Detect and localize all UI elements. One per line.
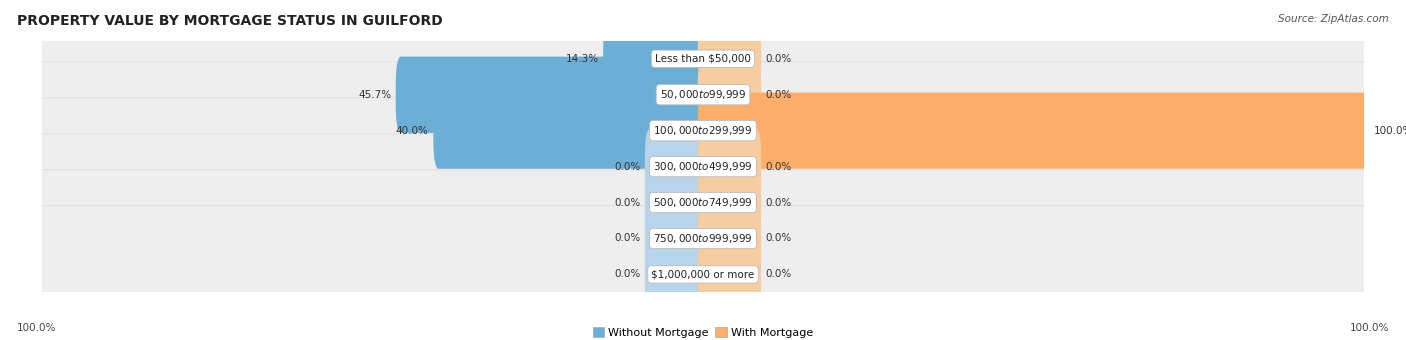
Text: 0.0%: 0.0% [766,269,792,279]
FancyBboxPatch shape [395,57,709,133]
FancyBboxPatch shape [697,57,761,133]
FancyBboxPatch shape [697,200,761,276]
FancyBboxPatch shape [645,129,709,205]
Text: 0.0%: 0.0% [766,90,792,100]
Text: 0.0%: 0.0% [614,269,640,279]
FancyBboxPatch shape [20,206,1386,340]
Text: Source: ZipAtlas.com: Source: ZipAtlas.com [1278,14,1389,23]
Text: $1,000,000 or more: $1,000,000 or more [651,269,755,279]
Legend: Without Mortgage, With Mortgage: Without Mortgage, With Mortgage [588,323,818,340]
FancyBboxPatch shape [603,21,709,97]
FancyBboxPatch shape [697,236,761,312]
Text: $500,000 to $749,999: $500,000 to $749,999 [654,196,752,209]
FancyBboxPatch shape [645,236,709,312]
FancyBboxPatch shape [645,200,709,276]
Text: 100.0%: 100.0% [17,323,56,333]
FancyBboxPatch shape [20,0,1386,128]
FancyBboxPatch shape [20,98,1386,235]
FancyBboxPatch shape [697,129,761,205]
Text: 45.7%: 45.7% [359,90,391,100]
Text: 14.3%: 14.3% [565,54,599,64]
Text: 100.0%: 100.0% [1374,126,1406,136]
FancyBboxPatch shape [697,92,1369,169]
Text: 0.0%: 0.0% [766,54,792,64]
FancyBboxPatch shape [697,165,761,241]
FancyBboxPatch shape [433,92,709,169]
FancyBboxPatch shape [645,165,709,241]
FancyBboxPatch shape [20,170,1386,307]
Text: 40.0%: 40.0% [396,126,429,136]
FancyBboxPatch shape [20,134,1386,271]
FancyBboxPatch shape [20,26,1386,163]
Text: Less than $50,000: Less than $50,000 [655,54,751,64]
Text: 0.0%: 0.0% [766,234,792,243]
Text: $100,000 to $299,999: $100,000 to $299,999 [654,124,752,137]
Text: 0.0%: 0.0% [766,198,792,207]
Text: $50,000 to $99,999: $50,000 to $99,999 [659,88,747,101]
Text: $300,000 to $499,999: $300,000 to $499,999 [654,160,752,173]
Text: 0.0%: 0.0% [766,162,792,172]
Text: $750,000 to $999,999: $750,000 to $999,999 [654,232,752,245]
Text: 0.0%: 0.0% [614,162,640,172]
Text: 100.0%: 100.0% [1350,323,1389,333]
FancyBboxPatch shape [20,62,1386,199]
Text: 0.0%: 0.0% [614,234,640,243]
Text: 0.0%: 0.0% [614,198,640,207]
FancyBboxPatch shape [697,21,761,97]
Text: PROPERTY VALUE BY MORTGAGE STATUS IN GUILFORD: PROPERTY VALUE BY MORTGAGE STATUS IN GUI… [17,14,443,28]
